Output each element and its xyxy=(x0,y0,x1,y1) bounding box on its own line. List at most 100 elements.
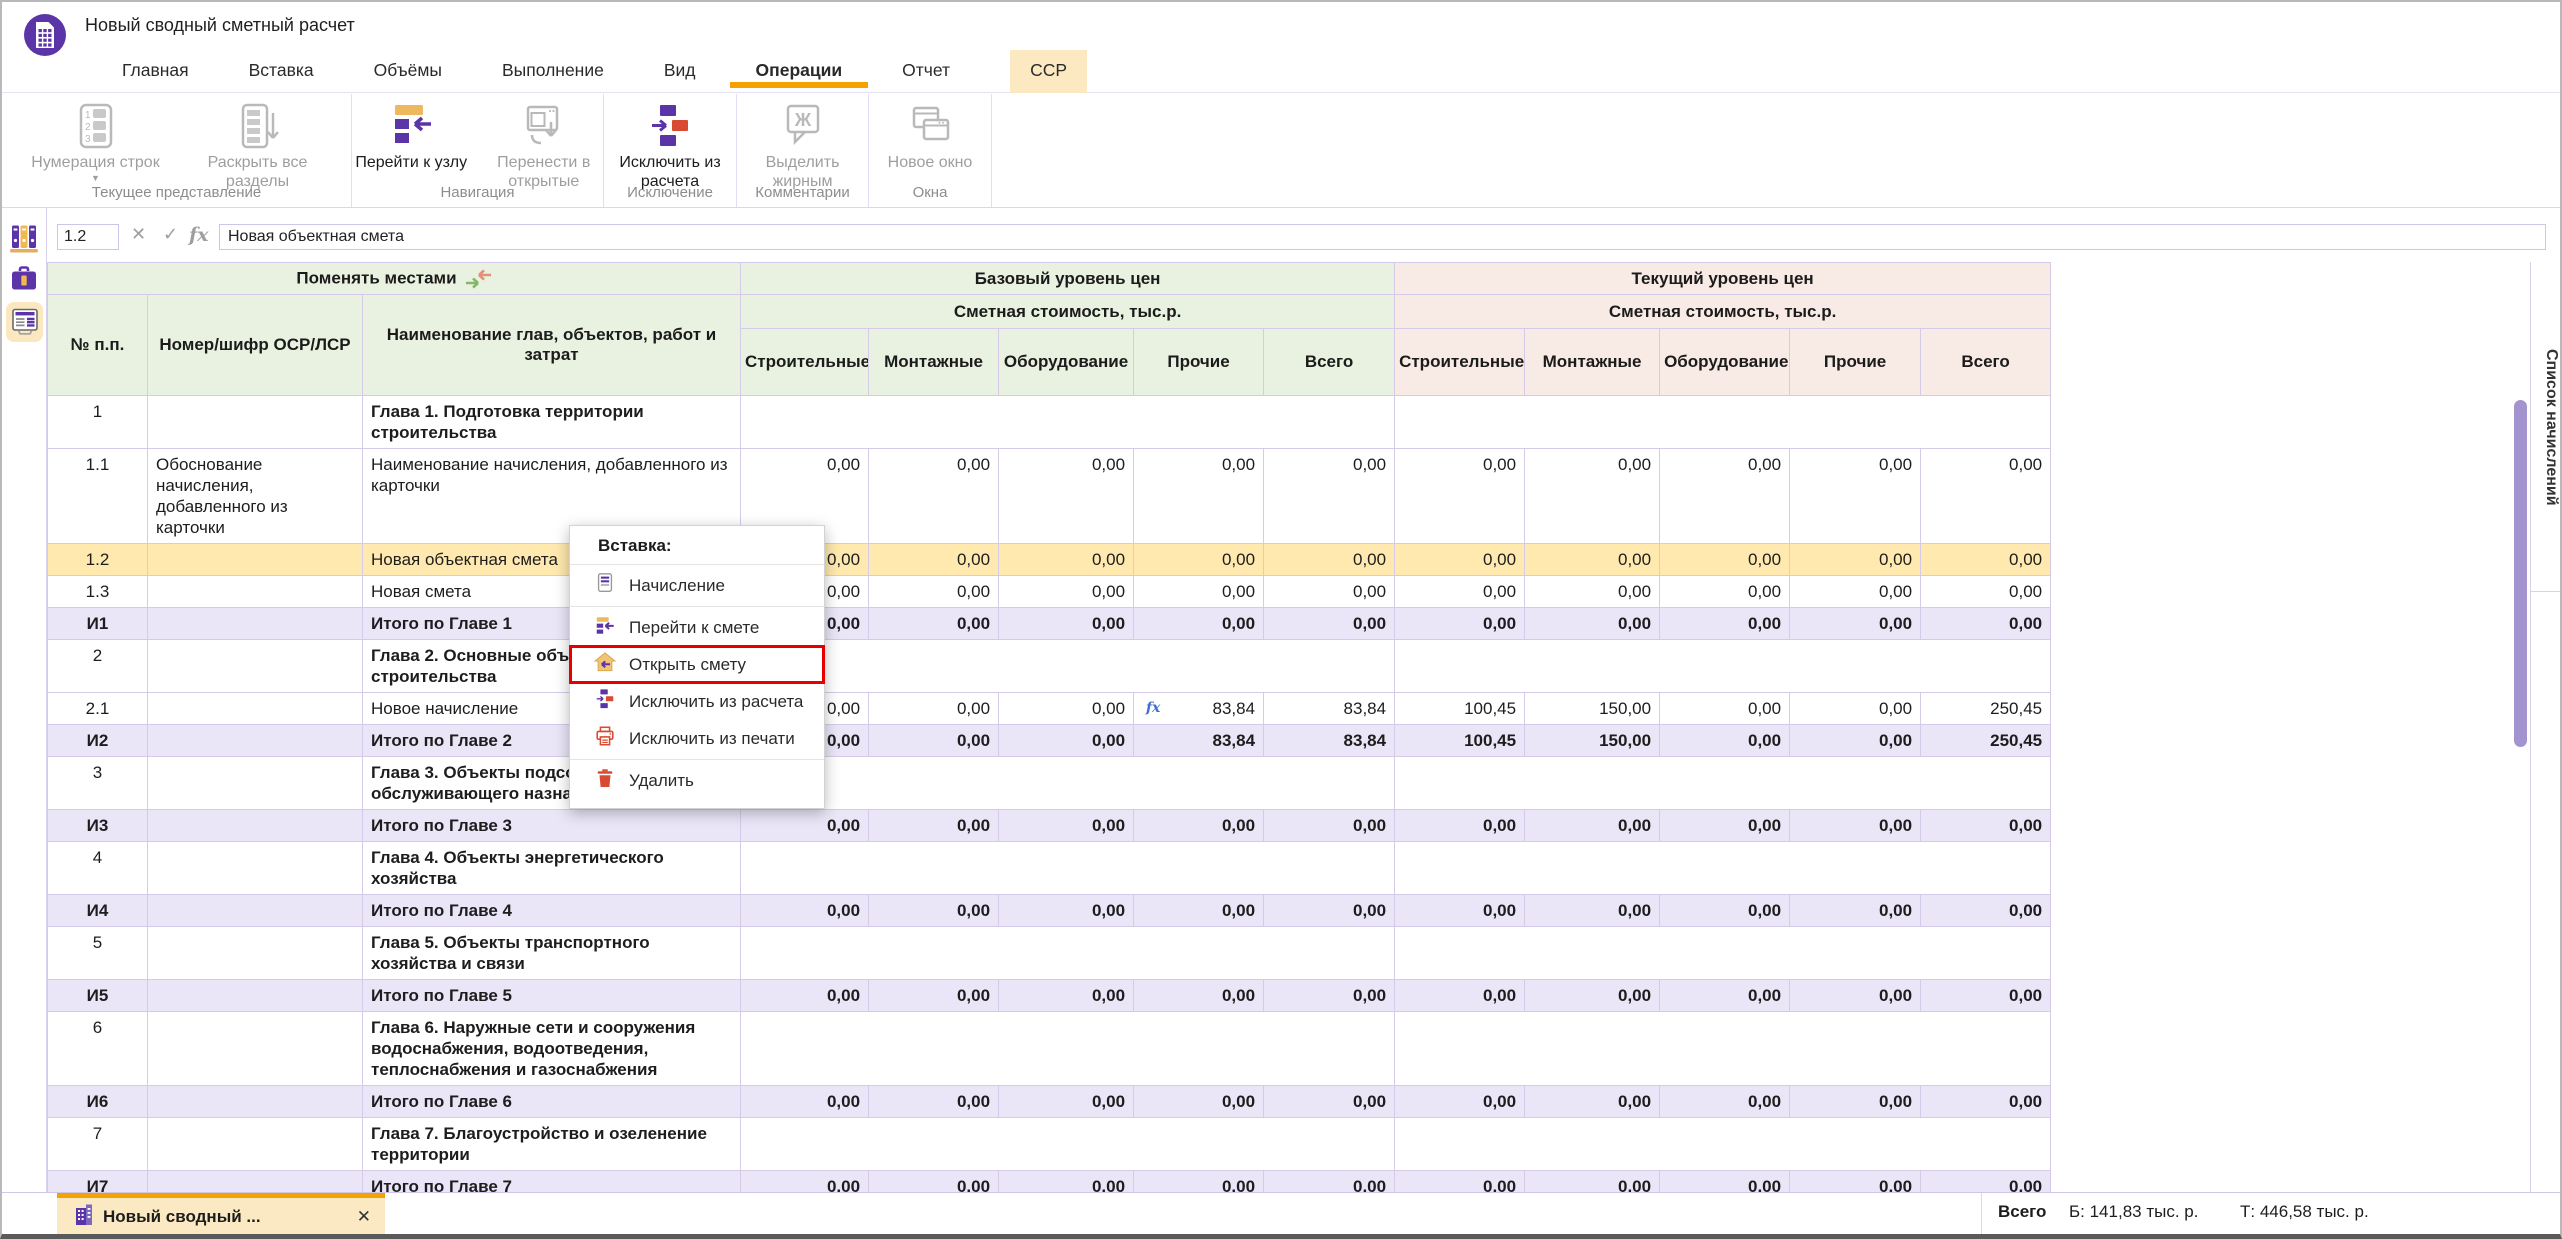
title-bar: Новый сводный сметный расчет ГлавнаяВста… xyxy=(2,2,2560,93)
value-column-header: Строительные xyxy=(741,329,869,396)
value-cell: 0,00 xyxy=(1264,895,1395,927)
ribbon-group: Новое окноОкна xyxy=(869,94,992,207)
close-tab-icon[interactable]: ✕ xyxy=(357,1207,371,1227)
value-cell: 0,00 xyxy=(1660,1086,1790,1118)
value-cell: 0,00 xyxy=(999,544,1134,576)
new-window-icon xyxy=(906,102,954,150)
row-code-cell xyxy=(148,1118,363,1171)
value-cell: fx83,84 xyxy=(1134,693,1264,725)
tab-Операции[interactable]: Операции xyxy=(756,50,843,93)
ribbon-button[interactable]: Раскрыть все разделы xyxy=(184,102,332,191)
row-number-cell: И1 xyxy=(48,608,148,640)
ribbon-button[interactable]: Перейти к узлу xyxy=(352,102,471,191)
briefcase-icon[interactable] xyxy=(10,265,38,293)
binders-icon[interactable] xyxy=(10,225,38,253)
vertical-scrollbar-thumb[interactable] xyxy=(2514,400,2527,747)
table-row-5[interactable]: 5Глава 5. Объекты транспортного хозяйств… xyxy=(48,927,2051,980)
value-cell: 0,00 xyxy=(869,608,999,640)
ribbon-group-caption: Комментарии xyxy=(737,184,868,201)
value-cell: 0,00 xyxy=(1790,544,1921,576)
table-row-1.3[interactable]: 1.3Новая смета0,000,000,000,000,000,000,… xyxy=(48,576,2051,608)
move-to-open-icon xyxy=(520,102,568,150)
swap-columns-header[interactable]: Поменять местами xyxy=(48,263,741,295)
table-row-6[interactable]: 6Глава 6. Наружные сети и сооружения вод… xyxy=(48,1012,2051,1086)
estimate-grid-area: Поменять местамиБазовый уровень ценТекущ… xyxy=(47,262,2560,1192)
estimate-view-icon[interactable] xyxy=(6,302,43,342)
value-cell: 0,00 xyxy=(869,810,999,842)
accruals-list-tab[interactable]: Список начислений xyxy=(2531,262,2560,592)
table-row-1[interactable]: 1Глава 1. Подготовка территории строител… xyxy=(48,396,2051,449)
table-row-1.2[interactable]: 1.2Новая объектная смета0,000,000,000,00… xyxy=(48,544,2051,576)
value-cell: 0,00 xyxy=(999,810,1134,842)
table-row-4[interactable]: 4Глава 4. Объекты энергетического хозяйс… xyxy=(48,842,2051,895)
column-header-1: Номер/шифр ОСР/ЛСР xyxy=(148,295,363,396)
value-cell: 0,00 xyxy=(1525,576,1660,608)
tab-ССР[interactable]: ССР xyxy=(1010,50,1087,93)
value-cell: 0,00 xyxy=(1395,576,1525,608)
right-tab-strip: Список начислений xyxy=(2530,262,2560,1192)
table-row-7[interactable]: 7Глава 7. Благоустройство и озеленение т… xyxy=(48,1118,2051,1171)
value-cell: 0,00 xyxy=(1660,693,1790,725)
table-row-2.1[interactable]: 2.1Новое начисление0,000,000,00fx83,8483… xyxy=(48,693,2051,725)
status-bar: Новый сводный ... ✕ Всего Б: 141,83 тыс.… xyxy=(2,1192,2560,1234)
row-name-cell: Итого по Главе 3 xyxy=(363,810,741,842)
value-cell: 0,00 xyxy=(1921,544,2051,576)
table-row-3[interactable]: 3Глава 3. Объекты подсобного и обслужива… xyxy=(48,757,2051,810)
value-cell: 0,00 xyxy=(1264,810,1395,842)
table-row-И3[interactable]: И3Итого по Главе 30,000,000,000,000,000,… xyxy=(48,810,2051,842)
menu-item-Исключить из печати[interactable]: Исключить из печати xyxy=(570,720,824,757)
table-row-И4[interactable]: И4Итого по Главе 40,000,000,000,000,000,… xyxy=(48,895,2051,927)
document-tab[interactable]: Новый сводный ... ✕ xyxy=(57,1193,385,1235)
row-code-cell xyxy=(148,927,363,980)
value-cell: 0,00 xyxy=(1134,1171,1264,1193)
ribbon-button[interactable]: Исключить из расчета xyxy=(604,102,736,191)
column-header-0: № п.п. xyxy=(48,295,148,396)
table-row-И7[interactable]: И7Итого по Главе 70,000,000,000,000,000,… xyxy=(48,1171,2051,1193)
table-row-1.1[interactable]: 1.1Обоснование начисления, добавленного … xyxy=(48,449,2051,544)
table-row-И6[interactable]: И6Итого по Главе 60,000,000,000,000,000,… xyxy=(48,1086,2051,1118)
value-cell: 100,45 xyxy=(1395,725,1525,757)
ribbon-button[interactable]: ЖВыделить жирным xyxy=(737,102,868,191)
value-cell: 0,00 xyxy=(999,449,1134,544)
tab-Вставка[interactable]: Вставка xyxy=(249,50,314,93)
menu-item-Открыть смету[interactable]: Открыть смету xyxy=(570,646,824,683)
table-row-И5[interactable]: И5Итого по Главе 50,000,000,000,000,000,… xyxy=(48,980,2051,1012)
table-row-2[interactable]: 2Глава 2. Основные объекты строительства xyxy=(48,640,2051,693)
table-row-И2[interactable]: И2Итого по Главе 20,000,000,0083,8483,84… xyxy=(48,725,2051,757)
tab-Отчет[interactable]: Отчет xyxy=(902,50,950,93)
tab-Главная[interactable]: Главная xyxy=(122,50,189,93)
value-cell: 83,84 xyxy=(1264,693,1395,725)
ribbon-button[interactable]: Новое окно xyxy=(869,102,991,172)
cost-subheader-current: Сметная стоимость, тыс.р. xyxy=(1395,295,2051,329)
value-cells-cur xyxy=(1395,640,2051,693)
confirm-entry-icon[interactable]: ✓ xyxy=(163,224,178,245)
ribbon-button[interactable]: 123Нумерация строк▼ xyxy=(22,102,170,191)
formula-input[interactable] xyxy=(219,224,2546,250)
tab-Выполнение[interactable]: Выполнение xyxy=(502,50,604,93)
row-code-cell xyxy=(148,1086,363,1118)
ribbon-group-caption: Навигация xyxy=(352,184,603,201)
menu-item-Удалить[interactable]: Удалить xyxy=(570,762,824,799)
value-cell: 0,00 xyxy=(1395,544,1525,576)
table-row-И1[interactable]: И1Итого по Главе 10,000,000,000,000,000,… xyxy=(48,608,2051,640)
menu-item-Начисление[interactable]: Начисление xyxy=(570,567,824,604)
base-total-value: Б: 141,83 тыс. р. xyxy=(2069,1202,2198,1222)
ribbon-button-label: Новое окно xyxy=(888,153,973,172)
ribbon-button-label: Нумерация строк xyxy=(31,153,159,172)
accrual-doc-icon xyxy=(594,572,616,599)
cell-reference-input[interactable] xyxy=(57,224,119,250)
function-icon[interactable]: fx xyxy=(189,224,209,246)
menu-item-label: Исключить из расчета xyxy=(629,692,803,712)
tab-Объёмы[interactable]: Объёмы xyxy=(374,50,442,93)
ribbon-button[interactable]: Перенести в открытые xyxy=(485,102,604,191)
ribbon-group-caption: Исключение xyxy=(604,184,736,201)
menu-item-Исключить из расчета[interactable]: Исключить из расчета xyxy=(570,683,824,720)
value-cell: 150,00 xyxy=(1525,693,1660,725)
value-cell: 0,00 xyxy=(1660,608,1790,640)
row-code-cell xyxy=(148,980,363,1012)
cancel-entry-icon[interactable]: ✕ xyxy=(131,224,146,245)
menu-item-Перейти к смете[interactable]: Перейти к смете xyxy=(570,609,824,646)
tab-Вид[interactable]: Вид xyxy=(664,50,696,93)
value-cell: 83,84 xyxy=(1134,725,1264,757)
goto-estimate-icon xyxy=(594,614,616,641)
